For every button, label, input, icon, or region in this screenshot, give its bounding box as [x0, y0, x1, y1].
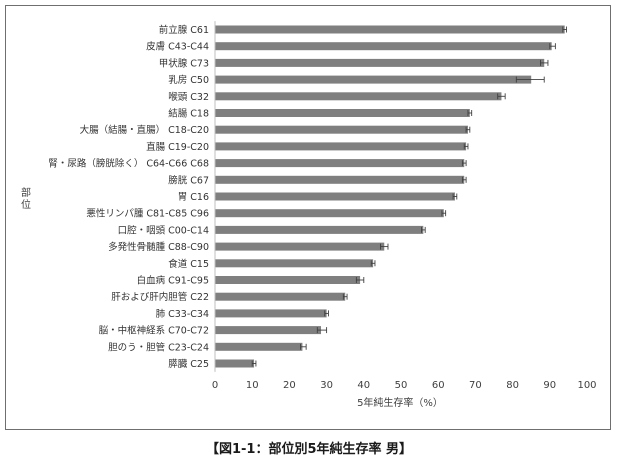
category-label: 悪性リンパ腫 C81-C85 C96	[86, 208, 209, 220]
bar-chart: 前立腺 C61 皮膚 C43-C44 甲状腺 C73 乳房 C50 喉頭 C32 結腸 C…	[21, 21, 597, 409]
bars-layer	[215, 25, 565, 368]
x-tick-label: 30	[320, 380, 333, 391]
category-label: 食道 C15	[168, 258, 209, 270]
bar	[215, 159, 465, 168]
error-bar	[463, 143, 469, 150]
error-bar	[465, 126, 471, 133]
x-tick-label: 50	[395, 380, 408, 391]
x-tick-label: 70	[469, 380, 482, 391]
error-bar	[324, 310, 329, 317]
category-label: 膀胱 C67	[168, 174, 209, 186]
bar	[215, 292, 346, 301]
category-label: 多発性骨髄腫 C88-C90	[108, 241, 209, 253]
category-label: 前立腺 C61	[159, 24, 209, 36]
error-bar	[540, 59, 549, 66]
category-label: 脳・中枢神経系 C70-C72	[99, 325, 209, 337]
bar	[215, 175, 465, 184]
x-axis-title: 5年純生存率（%）	[357, 396, 443, 409]
error-bar	[251, 360, 257, 367]
bar	[215, 109, 470, 117]
bar	[215, 192, 455, 201]
chart-frame: 前立腺 C61 皮膚 C43-C44 甲状腺 C73 乳房 C50 喉頭 C32 結腸 C…	[5, 5, 611, 430]
category-label: 肺 C33-C34	[156, 309, 209, 320]
x-tick-label: 10	[246, 380, 259, 391]
category-label: 喉頭 C32	[168, 91, 209, 103]
y-axis-title: 部位	[21, 186, 31, 211]
bar	[215, 25, 565, 34]
error-bar	[461, 176, 467, 183]
bar	[215, 209, 444, 218]
error-bar	[380, 243, 389, 250]
bar	[215, 242, 385, 251]
x-tick-label: 60	[432, 380, 445, 391]
bar	[215, 92, 502, 101]
error-bar	[497, 93, 506, 100]
x-tick-label: 90	[543, 380, 556, 391]
error-bar	[421, 226, 426, 233]
category-label: 胃 C16	[178, 192, 209, 203]
bar	[215, 225, 424, 234]
category-labels: 前立腺 C61 皮膚 C43-C44 甲状腺 C73 乳房 C50 喉頭 C32 結腸 C…	[48, 24, 209, 370]
error-bars-layer	[251, 26, 567, 367]
x-tick-label: 100	[577, 380, 596, 391]
category-label: 直腸 C19-C20	[146, 141, 209, 153]
x-tick-labels: 0 10 20 30 40 50 60 70 80 90 100	[212, 380, 597, 391]
category-label: 皮膚 C43-C44	[146, 41, 209, 53]
category-label: 大腸（結腸・直腸） C18-C20	[80, 124, 209, 136]
error-bar	[316, 327, 328, 334]
error-bar	[342, 293, 348, 300]
category-label: 胆のう・胆管 C23-C24	[108, 341, 209, 353]
category-label: 甲状腺 C73	[159, 57, 209, 69]
bar	[215, 75, 532, 84]
category-label: 腎・尿路（膀胱除く） C64-C66 C68	[48, 158, 209, 170]
bar	[215, 42, 552, 51]
x-tick-label: 0	[212, 380, 218, 391]
error-bar	[355, 277, 365, 283]
bar	[215, 326, 322, 335]
error-bar	[467, 110, 473, 116]
error-bar	[549, 43, 556, 50]
error-bar	[300, 343, 307, 350]
error-bar	[370, 260, 376, 267]
bar	[215, 359, 255, 368]
category-label: 乳房 C50	[168, 74, 209, 86]
error-bar	[441, 210, 447, 217]
bar	[215, 125, 468, 134]
category-label: 膵臓 C25	[168, 359, 209, 370]
x-tick-label: 80	[506, 380, 519, 391]
category-label: 肝および肝内胆管 C22	[111, 291, 209, 303]
x-tick-label: 40	[357, 380, 370, 391]
category-label: 口腔・咽頭 C00-C14	[118, 224, 209, 236]
x-tick-label: 20	[283, 380, 296, 391]
bar	[215, 259, 374, 268]
bar	[215, 309, 327, 318]
error-bar	[452, 193, 458, 200]
figure-caption: 【図1-1：部位別5年純生存率 男】	[205, 442, 413, 457]
error-bar	[515, 76, 545, 83]
error-bar	[562, 26, 567, 33]
bar	[215, 276, 361, 284]
category-label: 白血病 C91-C95	[137, 275, 209, 287]
bar	[215, 58, 545, 67]
error-bar	[461, 160, 467, 167]
category-label: 結腸 C18	[168, 108, 209, 120]
bar	[215, 142, 467, 151]
bar	[215, 342, 303, 351]
